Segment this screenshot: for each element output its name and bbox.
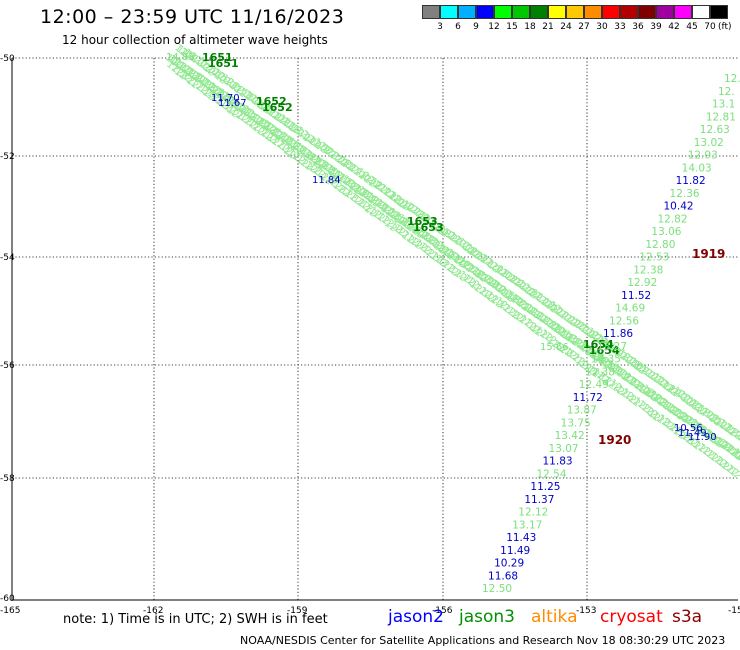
swh-value-label: 12.38: [633, 264, 663, 276]
swh-value-label: 12.56: [609, 315, 639, 327]
satellite-name-jason3: jason3: [459, 607, 515, 627]
swh-value-label: 12.38: [585, 366, 615, 378]
swh-value-label: 13.75: [561, 417, 591, 429]
y-tick-label: -56: [0, 361, 15, 371]
swh-value-label: 12.53: [639, 252, 669, 264]
satellite-name-jason2: jason2: [388, 607, 444, 627]
swh-value-label: 13.06: [651, 226, 681, 238]
swh-value-label: 12.82: [657, 213, 687, 225]
swh-value-label: 13.87: [567, 405, 597, 417]
swh-value-label: 12.80: [645, 239, 675, 251]
swh-value-label: 11.49: [500, 545, 530, 557]
swh-value-label: 13.42: [555, 430, 585, 442]
y-tick-label: -54: [0, 253, 15, 263]
swh-value-label: 13.07: [549, 443, 579, 455]
swh-value-label: 14.69: [615, 303, 645, 315]
swh-value-label: 10.42: [664, 201, 694, 213]
swh-value-label: 13.17: [512, 519, 542, 531]
swh-value-label: 11.68: [488, 570, 518, 582]
x-tick-label: -153: [576, 606, 596, 616]
x-tick-label: -15: [728, 606, 740, 616]
swh-value-label: 10.29: [494, 558, 524, 570]
swh-value-label: 12.81: [706, 111, 736, 123]
x-tick-label: -165: [0, 606, 20, 616]
pass-time-label: 1653: [413, 221, 444, 234]
swh-value-label: 12.54: [536, 468, 566, 480]
swh-value-label: 12.50: [482, 583, 512, 595]
swh-value-label: 11.37: [524, 494, 554, 506]
swh-value-label: 12.: [718, 86, 735, 98]
swh-value-label: 13.02: [694, 137, 724, 149]
pass-time-label: 1651: [208, 57, 239, 70]
swh-value-label: 13.1: [712, 99, 735, 111]
y-tick-label: -52: [0, 152, 15, 162]
swh-value-label: 11.82: [676, 175, 706, 187]
satellite-name-altika: altika: [531, 607, 578, 627]
swh-value-label: 12.93: [688, 150, 718, 162]
pass-time-label: 1919: [692, 247, 725, 261]
swh-value-label: 14.83: [166, 52, 195, 63]
swh-value-label: 11.90: [688, 432, 717, 443]
pass-time-label: 1652: [262, 101, 293, 114]
swh-value-label: 11.43: [506, 532, 536, 544]
pass-time-label: 1920: [598, 433, 631, 447]
swh-value-label: 12.36: [670, 188, 700, 200]
swh-value-label: 14.35: [591, 354, 621, 366]
swh-value-label: 12.12: [518, 507, 548, 519]
swh-value-label: 11.25: [530, 481, 560, 493]
swh-value-label: 11.83: [543, 456, 573, 468]
note-text: note: 1) Time is in UTC; 2) SWH is in fe…: [63, 612, 328, 627]
y-tick-label: -60: [0, 594, 15, 604]
swh-value-label: 11.84: [312, 175, 341, 186]
swh-value-label: 12.92: [627, 277, 657, 289]
track-value-labels: 16511651 16521652 16531653 16541654 14.83 11.…: [166, 51, 740, 595]
swh-value-label: 15.66: [540, 342, 569, 353]
swh-value-label: 12.63: [700, 124, 730, 136]
swh-value-label: 11.52: [621, 290, 651, 302]
swh-value-label: 13.27: [597, 341, 627, 353]
y-tick-label: -50: [0, 54, 15, 64]
swh-value-label: 11.72: [573, 392, 603, 404]
y-tick-label: -58: [0, 474, 15, 484]
satellite-name-cryosat: cryosat: [600, 607, 663, 627]
satellite-name-s3a: s3a: [672, 607, 702, 627]
footer-credit: NOAA/NESDIS Center for Satellite Applica…: [240, 634, 725, 647]
swh-value-label: 12.: [724, 73, 740, 85]
swh-value-label: 11.67: [218, 98, 247, 109]
swh-value-label: 14.03: [682, 162, 712, 174]
swh-value-label: 11.86: [603, 328, 633, 340]
swh-value-label: 12.49: [579, 379, 609, 391]
